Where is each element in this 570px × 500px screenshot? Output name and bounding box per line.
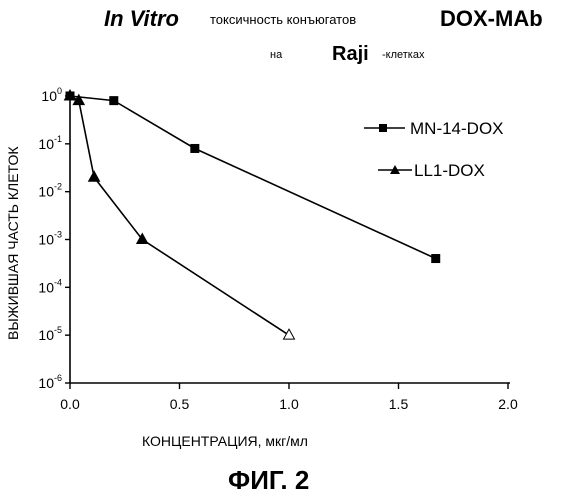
point-ll1-dox [89, 171, 100, 181]
legend: MN-14-DOX LL1-DOX [364, 119, 504, 180]
legend-marker-mn14 [379, 124, 387, 132]
x-tick-label: 2.0 [498, 396, 518, 412]
x-tick-label: 0.0 [60, 396, 80, 412]
y-tick-label: 10-4 [38, 277, 62, 295]
point-ll1-dox [284, 329, 295, 339]
y-tick-label: 10-5 [38, 325, 62, 343]
x-tick-label: 1.5 [389, 396, 409, 412]
legend-label-ll1: LL1-DOX [414, 161, 485, 180]
series-line-ll1-dox [70, 96, 289, 335]
y-tick-label: 10-6 [38, 373, 62, 391]
point-mn-14-dox [431, 254, 440, 263]
point-mn-14-dox [190, 144, 199, 153]
chart-axes [70, 96, 510, 383]
y-tick-label: 10-1 [38, 134, 62, 152]
series-line-mn-14-dox [70, 96, 436, 259]
legend-label-mn14: MN-14-DOX [410, 119, 504, 138]
y-tick-label: 100 [41, 86, 62, 104]
y-tick-label: 10-2 [38, 182, 62, 200]
y-axis-label: ВЫЖИВШАЯ ЧАСТЬ КЛЕТОК [5, 146, 21, 340]
x-tick-label: 1.0 [279, 396, 299, 412]
figure-caption: ФИГ. 2 [228, 467, 309, 493]
x-axis-label: КОНЦЕНТРАЦИЯ, мкг/мл [142, 433, 308, 449]
y-tick-label: 10-3 [38, 230, 62, 248]
point-mn-14-dox [109, 96, 118, 105]
x-tick-label: 0.5 [170, 396, 190, 412]
